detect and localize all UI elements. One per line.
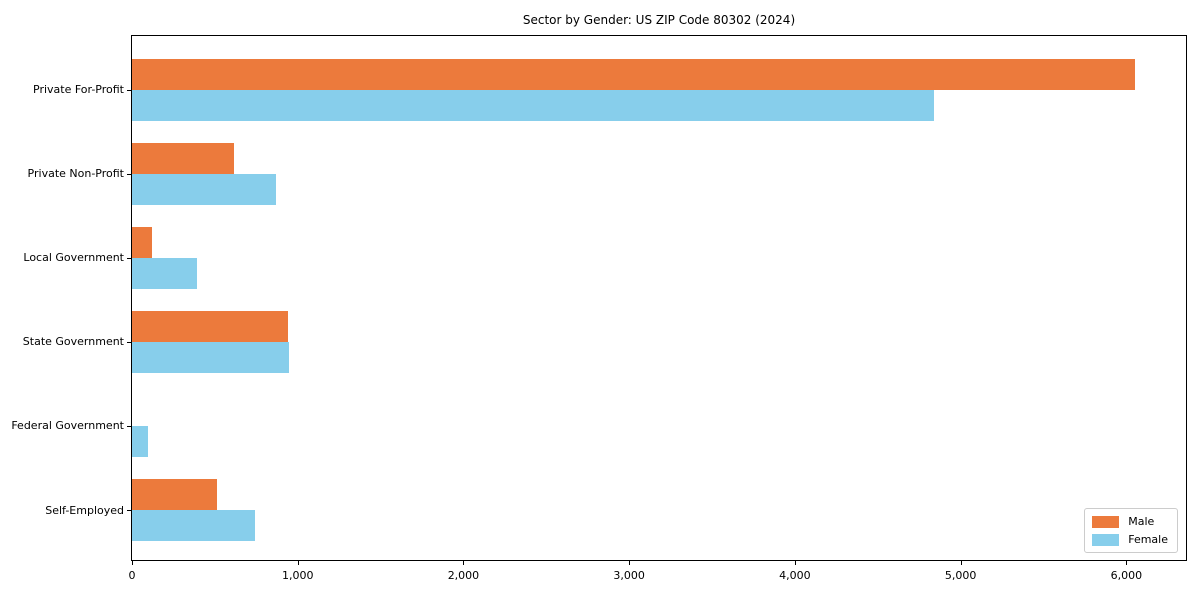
legend-swatch-icon (1092, 515, 1120, 528)
legend-label: Female (1128, 533, 1168, 546)
y-tick-label: Private For-Profit (33, 83, 124, 96)
y-tick-label: State Government (22, 335, 124, 349)
y-tick-mark (127, 510, 131, 511)
bar-female-0 (132, 89, 935, 121)
x-tick-label: 4,000 (779, 569, 811, 582)
x-tick-label: 5,000 (944, 569, 977, 582)
y-tick-label: Local Government (23, 251, 124, 265)
chart-title: Sector by Gender: US ZIP Code 80302 (202… (522, 13, 796, 27)
bar-male-1 (132, 142, 234, 174)
legend: Male Female (1084, 508, 1178, 553)
bar-female-4 (132, 425, 148, 457)
y-tick-label: Federal Government (11, 419, 124, 433)
plot-area: Private For-Profit Private Non-Profit Loca… (11, 35, 1187, 582)
y-tick-mark (127, 341, 131, 343)
x-tick-mark (629, 561, 631, 565)
legend-item: Female (1092, 533, 1168, 546)
bar-female-2 (132, 257, 197, 289)
x-tick-label: 2,000 (447, 569, 480, 582)
legend-swatch-icon (1092, 533, 1120, 546)
y-tick-mark (127, 257, 131, 259)
x-tick-mark (794, 561, 796, 565)
bar-male-5 (132, 479, 217, 510)
y-tick-mark (127, 89, 131, 91)
bar-female-1 (132, 173, 277, 205)
legend-item: Male (1092, 515, 1168, 528)
bar-female-3 (132, 341, 290, 373)
x-tick-mark (463, 561, 465, 565)
y-tick-label: Self-Employed (45, 503, 124, 517)
x-tick-mark (960, 561, 962, 565)
bar-female-5 (132, 510, 255, 541)
x-tick-mark (1126, 561, 1128, 565)
x-tick-label: 1,000 (281, 569, 314, 582)
bar-male-2 (132, 226, 152, 258)
x-tick-mark (132, 561, 133, 565)
legend-label: Male (1128, 515, 1155, 528)
x-tick-label: 0 (128, 569, 136, 582)
bar-male-3 (132, 310, 288, 342)
bar-male-0 (132, 58, 1135, 90)
x-tick-label: 6,000 (1110, 569, 1143, 582)
y-tick-mark (127, 425, 131, 427)
y-tick-label: Private Non-Profit (27, 167, 124, 181)
x-tick-mark (297, 561, 299, 565)
y-tick-mark (127, 173, 131, 175)
x-tick-label: 3,000 (613, 569, 645, 582)
